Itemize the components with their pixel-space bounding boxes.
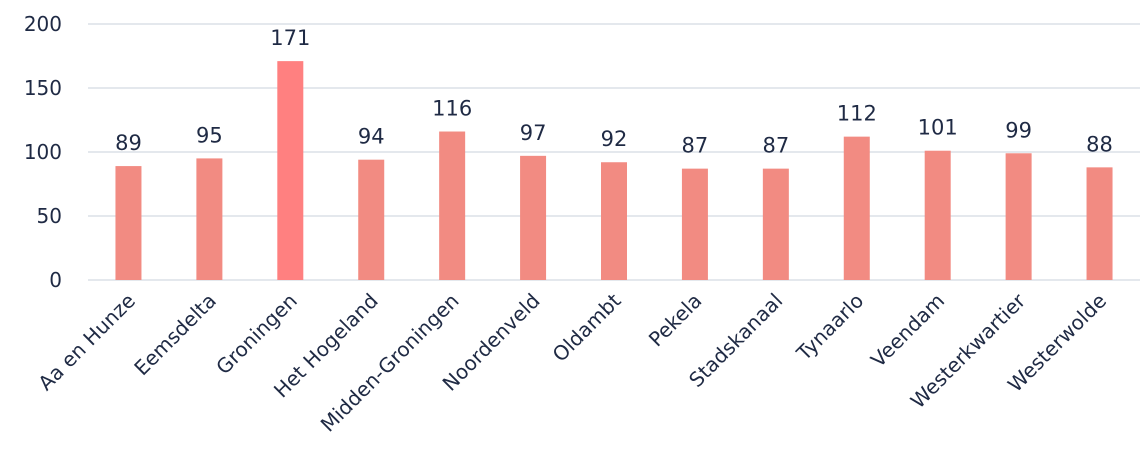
- category-label: Oldambt: [548, 288, 626, 366]
- bar: [1005, 153, 1032, 280]
- bar: [1086, 167, 1113, 280]
- bar: [277, 61, 304, 281]
- y-tick-label: 100: [24, 140, 62, 164]
- bar: [924, 150, 951, 280]
- data-label: 88: [1086, 132, 1113, 156]
- data-label: 171: [270, 26, 310, 50]
- data-label: 94: [358, 125, 385, 149]
- bar: [358, 159, 385, 280]
- data-label: 87: [682, 134, 709, 158]
- data-label: 95: [196, 123, 223, 147]
- category-label: Pekela: [644, 289, 707, 352]
- data-label: 101: [918, 116, 958, 140]
- data-label: 112: [837, 102, 877, 126]
- data-label: 116: [432, 97, 472, 121]
- bar: [520, 155, 547, 280]
- bar: [196, 158, 223, 280]
- y-tick-label: 0: [49, 268, 62, 292]
- category-label: Eemsdelta: [129, 289, 221, 381]
- category-label: Aa en Hunze: [33, 289, 140, 396]
- category-label: Tynaarlo: [791, 289, 868, 366]
- bar: [843, 136, 870, 280]
- data-label: 92: [601, 127, 628, 151]
- y-tick-label: 50: [37, 204, 62, 228]
- y-axis-ticks: 0 50 100 150 200: [24, 12, 62, 292]
- gridlines: [88, 23, 1140, 281]
- y-tick-label: 150: [24, 76, 62, 100]
- data-label: 97: [520, 121, 547, 145]
- data-labels: 89 95 171 94 116 97 92 87 87 112 101 99 88: [115, 26, 1113, 158]
- bar: [762, 168, 789, 280]
- data-label: 99: [1005, 118, 1032, 142]
- y-tick-label: 200: [24, 12, 62, 36]
- bar: [681, 168, 708, 280]
- category-label: Midden-Groningen: [316, 289, 464, 437]
- bar: [439, 131, 466, 280]
- category-label: Veendam: [866, 289, 949, 372]
- data-label: 89: [115, 131, 142, 155]
- data-label: 87: [762, 134, 789, 158]
- bars: [115, 61, 1113, 281]
- bar: [115, 166, 142, 280]
- bar: [601, 162, 627, 280]
